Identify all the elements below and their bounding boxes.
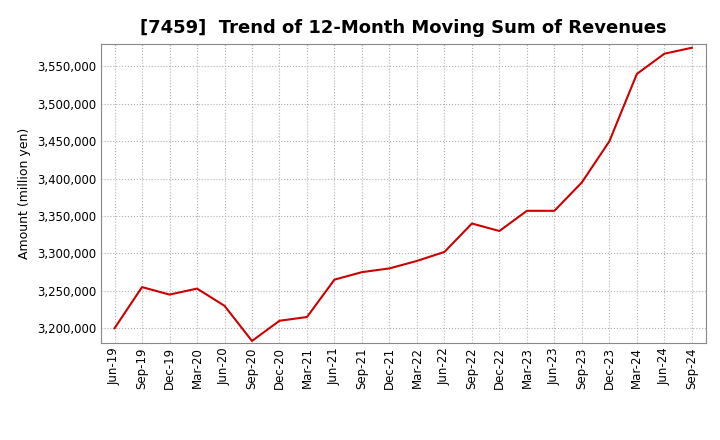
Title: [7459]  Trend of 12-Month Moving Sum of Revenues: [7459] Trend of 12-Month Moving Sum of R… xyxy=(140,19,667,37)
Y-axis label: Amount (million yen): Amount (million yen) xyxy=(18,128,31,259)
